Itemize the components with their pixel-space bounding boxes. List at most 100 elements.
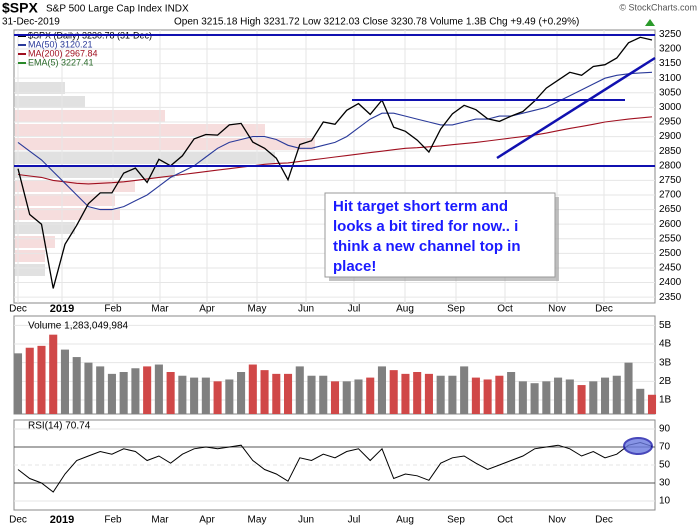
volume-bar xyxy=(624,362,633,414)
x-tick-label: Aug xyxy=(396,304,414,315)
x-tick-label: 2019 xyxy=(50,303,74,315)
y-tick-label: 5B xyxy=(659,320,672,331)
volume-bar xyxy=(237,372,246,414)
note-line: looks a bit tired for now.. i xyxy=(333,218,518,235)
x-tick-label: Dec xyxy=(9,304,27,315)
volume-bar xyxy=(636,388,645,414)
trend-line xyxy=(496,56,656,160)
y-tick-label: 4B xyxy=(659,339,672,350)
vbp-bar xyxy=(15,124,265,136)
volume-bar xyxy=(213,381,222,414)
volume-bar xyxy=(119,372,128,414)
y-tick-label: 3200 xyxy=(659,44,682,55)
vbp-bar xyxy=(15,166,175,178)
up-arrow xyxy=(645,19,655,26)
x-tick-label: Jun xyxy=(298,304,314,315)
volume-bar xyxy=(413,372,422,414)
y-tick-label: 2550 xyxy=(659,233,682,244)
x-tick-label: May xyxy=(248,304,267,315)
volume-bar xyxy=(342,381,351,414)
x-tick-label: Jun xyxy=(298,515,314,526)
legend-entry: MA(200) 2967.84 xyxy=(28,48,98,58)
volume-bar xyxy=(577,385,586,414)
y-tick-label: 2600 xyxy=(659,219,682,230)
volume-bar xyxy=(37,345,46,414)
x-tick-label: Sep xyxy=(447,515,465,526)
y-tick-label: 30 xyxy=(659,478,671,489)
x-tick-label: Apr xyxy=(199,304,215,315)
volume-bar xyxy=(448,375,457,414)
volume-bar xyxy=(284,373,293,414)
x-tick-label: Sep xyxy=(447,304,465,315)
vbp-bar xyxy=(15,152,275,164)
y-tick-label: 1B xyxy=(659,395,672,406)
price-line xyxy=(17,71,653,211)
volume-bar xyxy=(542,381,551,414)
x-tick-label: Oct xyxy=(497,304,513,315)
vbp-bar xyxy=(15,110,165,122)
x-tick-label: Mar xyxy=(151,515,169,526)
volume-bar xyxy=(389,370,398,414)
vbp-bar xyxy=(15,96,85,108)
y-tick-label: 2900 xyxy=(659,131,682,142)
volume-bar xyxy=(154,364,163,414)
volume-bar xyxy=(530,383,539,414)
volume-bar xyxy=(107,373,116,414)
volume-bar xyxy=(295,366,304,414)
vbp-bar xyxy=(15,264,45,276)
symbol: $SPX xyxy=(2,0,38,16)
volume-bar xyxy=(647,394,657,414)
y-tick-label: 3050 xyxy=(659,87,682,98)
price-line xyxy=(17,36,653,289)
volume-bar xyxy=(565,379,574,414)
x-tick-label: Jul xyxy=(348,304,361,315)
x-tick-label: Mar xyxy=(151,304,169,315)
y-tick-label: 3000 xyxy=(659,102,682,113)
security-name: S&P 500 Large Cap Index INDX xyxy=(46,4,189,15)
x-tick-label: Aug xyxy=(396,515,414,526)
note-line: place! xyxy=(333,258,376,275)
volume-bar xyxy=(507,372,516,414)
x-tick-label: Feb xyxy=(104,304,122,315)
volume-bar xyxy=(131,368,140,414)
y-tick-label: 2950 xyxy=(659,117,682,128)
volume-bar xyxy=(436,375,445,414)
volume-bar xyxy=(424,373,433,414)
vbp-bar xyxy=(15,194,115,206)
quote-date: 31-Dec-2019 xyxy=(2,17,60,28)
volume-bar xyxy=(201,377,210,414)
y-tick-label: 2800 xyxy=(659,160,682,171)
volume-bar xyxy=(471,377,480,414)
x-tick-label: Jul xyxy=(348,515,361,526)
volume-bar xyxy=(272,373,281,414)
rsi-title: RSI(14) 70.74 xyxy=(28,421,91,432)
vbp-bar xyxy=(15,250,45,262)
y-tick-label: 70 xyxy=(659,442,671,453)
y-tick-label: 2700 xyxy=(659,190,682,201)
volume-bar xyxy=(354,379,363,414)
price-line xyxy=(17,116,653,185)
volume-bar xyxy=(96,366,105,414)
y-tick-label: 2850 xyxy=(659,146,682,157)
plot-layer: Dec Dec 2019 2019 Feb Feb Mar Mar Apr Apr May May Ju… xyxy=(9,29,682,526)
quote: Open 3215.18 High 3231.72 Low 3212.03 Cl… xyxy=(174,17,579,28)
y-tick-label: 10 xyxy=(659,496,671,507)
y-tick-label: 2350 xyxy=(659,292,682,303)
volume-bar xyxy=(460,366,469,414)
y-tick-label: 2450 xyxy=(659,263,682,274)
y-tick-label: 3100 xyxy=(659,73,682,84)
volume-bar xyxy=(190,377,199,414)
vbp-bar xyxy=(15,208,120,220)
volume-bar xyxy=(84,362,93,414)
volume-bar xyxy=(601,377,610,414)
legend-entry: EMA(5) 3227.41 xyxy=(28,57,94,67)
volume-bar xyxy=(401,373,410,414)
note-line: Hit target short term and xyxy=(333,198,508,215)
volume-bar xyxy=(518,381,527,414)
note-box xyxy=(324,192,556,278)
volume-bar xyxy=(483,379,492,414)
x-tick-label: Dec xyxy=(595,515,613,526)
y-tick-label: 3150 xyxy=(659,58,682,69)
x-tick-label: Feb xyxy=(104,515,122,526)
